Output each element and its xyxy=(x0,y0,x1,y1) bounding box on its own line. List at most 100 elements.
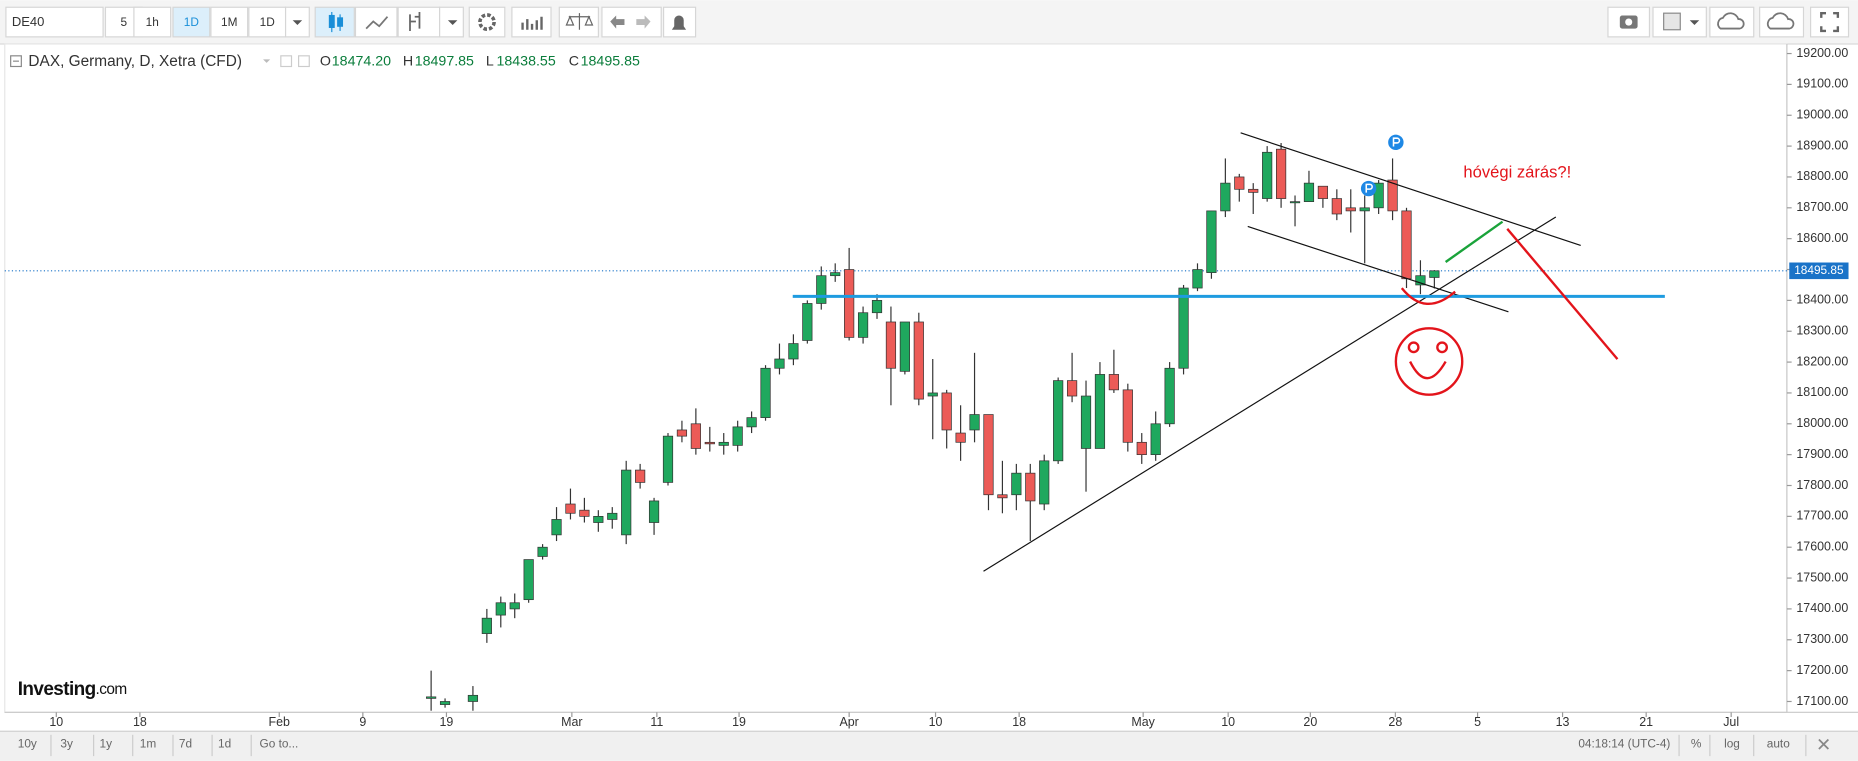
x-tick-label: 19 xyxy=(732,715,746,729)
candle-body xyxy=(467,694,479,702)
auto-toggle[interactable]: auto xyxy=(1767,736,1790,750)
candle-body xyxy=(1401,210,1412,280)
compare-button[interactable] xyxy=(558,6,599,38)
x-tick-label: 9 xyxy=(359,715,366,729)
x-tick-label: 18 xyxy=(133,715,147,729)
range-group: 10y 3y 1y 1m 7d 1d xyxy=(18,734,252,757)
candle-body xyxy=(481,617,492,634)
interval-label[interactable]: 1h xyxy=(146,15,159,29)
y-tick-label: 18700.00 xyxy=(1796,200,1848,214)
candle-body xyxy=(774,358,785,369)
pivot-marker xyxy=(1360,180,1377,197)
interval-button[interactable] xyxy=(133,6,172,38)
settings-button[interactable] xyxy=(468,6,506,38)
line-type-button[interactable] xyxy=(354,6,398,38)
candle-body xyxy=(635,469,646,483)
save-button[interactable] xyxy=(1759,6,1805,38)
candle-body xyxy=(927,392,938,397)
interval-label[interactable]: 1D xyxy=(260,15,275,29)
interval-label[interactable]: 5 xyxy=(121,15,128,29)
close-label: C xyxy=(569,53,579,69)
interval-button[interactable] xyxy=(248,6,287,38)
candle-body xyxy=(523,559,534,601)
high-label: H xyxy=(403,53,413,69)
candle-body xyxy=(1150,423,1161,456)
x-tick-label: Mar xyxy=(561,715,582,729)
range-button[interactable]: 1m xyxy=(140,736,157,750)
x-tick-label: Feb xyxy=(269,715,291,729)
range-button[interactable]: 1d xyxy=(218,736,231,750)
y-tick-label: 17500.00 xyxy=(1796,570,1848,584)
candle-body xyxy=(1220,182,1231,212)
range-button[interactable]: 1y xyxy=(100,736,113,750)
interval-label[interactable]: 1D xyxy=(184,15,199,29)
candles xyxy=(426,143,1440,711)
candle-body xyxy=(690,423,701,449)
candle-body xyxy=(579,509,590,517)
candle-body xyxy=(607,512,618,520)
candle-body xyxy=(1317,185,1328,199)
interval-button[interactable] xyxy=(210,6,249,38)
x-tick-label: 11 xyxy=(650,715,663,729)
load-button[interactable] xyxy=(1709,6,1755,38)
candle-body xyxy=(1206,210,1217,273)
candle-body xyxy=(537,546,548,557)
logo-suffix: .com xyxy=(96,681,127,698)
candle-body xyxy=(1331,198,1342,215)
range-button[interactable]: 10y xyxy=(18,736,37,750)
fullscreen-button[interactable] xyxy=(1810,6,1850,38)
candle-body xyxy=(746,417,757,428)
candle-body xyxy=(1011,472,1022,496)
goto-button[interactable]: Go to... xyxy=(260,736,299,750)
candle-body xyxy=(941,392,952,431)
range-button[interactable]: 3y xyxy=(60,736,73,750)
y-tick-label: 17900.00 xyxy=(1796,447,1848,461)
candle-body xyxy=(565,503,576,514)
x-tick-label: Jul xyxy=(1723,715,1739,729)
logo: Investing.com xyxy=(18,679,127,700)
smiley xyxy=(1394,327,1464,396)
candle-body xyxy=(788,343,799,360)
percent-toggle[interactable]: % xyxy=(1691,736,1702,750)
candle-body xyxy=(844,269,855,338)
instrument-name: DAX, Germany, D, Xetra (CFD) xyxy=(28,53,242,70)
candle-body xyxy=(1234,176,1245,190)
x-tick-label: 18 xyxy=(1012,715,1026,729)
candle-body xyxy=(1094,374,1106,449)
candle-body xyxy=(969,414,980,431)
range-button[interactable]: 7d xyxy=(179,736,192,750)
candle-body xyxy=(1108,374,1119,391)
y-tick-label: 18600.00 xyxy=(1796,231,1848,245)
candle-body xyxy=(1303,182,1315,202)
studies-button[interactable] xyxy=(511,6,552,38)
y-tick-label: 18200.00 xyxy=(1796,354,1848,368)
interval-button[interactable] xyxy=(172,6,211,38)
symbol-input[interactable] xyxy=(5,6,104,38)
y-tick-label: 18300.00 xyxy=(1796,324,1848,338)
candle-body xyxy=(802,303,813,341)
x-tick-label: 10 xyxy=(929,715,943,729)
footer-bar xyxy=(0,731,1858,761)
candle-type-button[interactable] xyxy=(314,6,355,38)
clock: 04:18:14 (UTC-4) xyxy=(1578,736,1670,750)
red-arc xyxy=(1400,287,1456,305)
log-toggle[interactable]: log xyxy=(1724,736,1740,750)
candle-body xyxy=(718,441,729,446)
candle-body xyxy=(899,321,910,372)
y-tick-label: 18400.00 xyxy=(1796,293,1848,307)
x-tick-label: 28 xyxy=(1388,715,1402,729)
candle-body xyxy=(913,321,924,400)
candle-body xyxy=(551,519,562,536)
low-label: L xyxy=(486,53,494,69)
green-arrow xyxy=(1444,220,1504,263)
candle-body xyxy=(1192,269,1203,289)
candle-body xyxy=(857,312,869,338)
candle-body xyxy=(1248,188,1259,193)
interval-label[interactable]: 1M xyxy=(221,15,237,29)
candle-body xyxy=(1262,151,1273,199)
x-tick-label: 10 xyxy=(1221,715,1235,729)
candle-body xyxy=(704,441,715,445)
axes: 17100.00 17200.00 17300.00 17400.00 17500.00… xyxy=(4,46,1849,729)
candle-body xyxy=(1164,367,1175,425)
interval-group: 5 1h 1D 1M 1D xyxy=(104,6,287,38)
